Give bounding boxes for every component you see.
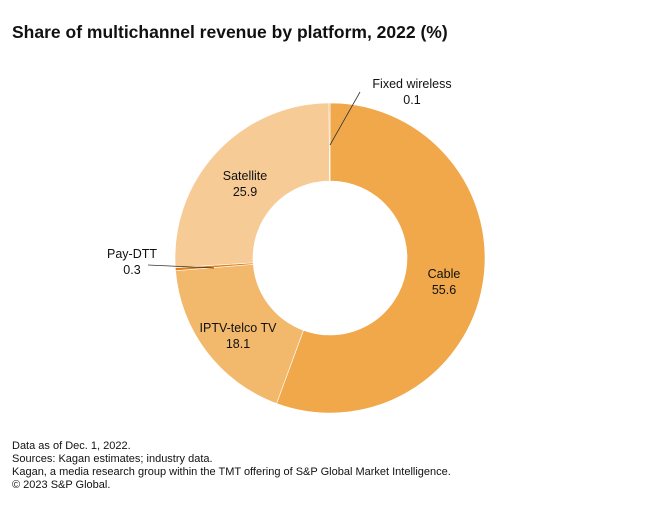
slice-satellite xyxy=(174,102,330,269)
slice-label-pay-dtt: Pay-DTT 0.3 xyxy=(107,247,157,277)
chart-footer: Data as of Dec. 1, 2022. Sources: Kagan … xyxy=(12,440,451,492)
copyright-note: © 2023 S&P Global. xyxy=(12,479,111,491)
slice-iptv-telco-tv xyxy=(175,263,304,404)
slice-label-iptv-telco-tv: IPTV-telco TV 18.1 xyxy=(200,321,278,351)
donut-slices xyxy=(174,102,486,414)
leader-line-pay-dtt xyxy=(147,264,215,269)
slice-value-iptv-telco-tv: 18.1 xyxy=(226,337,250,351)
slice-value-fixed-wireless: 0.1 xyxy=(403,93,420,107)
slice-name-fixed-wireless: Fixed wireless xyxy=(372,77,451,91)
slice-fixed-wireless xyxy=(328,102,331,182)
slice-name-iptv-telco-tv: IPTV-telco TV xyxy=(200,321,278,335)
leader-lines xyxy=(147,91,361,269)
slice-label-cable: Cable 55.6 xyxy=(428,267,461,297)
leader-line-fixed-wireless xyxy=(329,91,361,146)
slice-cable xyxy=(276,102,486,414)
slice-value-cable: 55.6 xyxy=(432,283,456,297)
slice-value-satellite: 25.9 xyxy=(233,185,257,199)
slice-label-satellite: Satellite 25.9 xyxy=(223,169,268,199)
slice-name-cable: Cable xyxy=(428,267,461,281)
slice-name-pay-dtt: Pay-DTT xyxy=(107,247,157,261)
slice-labels: Cable 55.6 IPTV-telco TV 18.1 Pay-DTT 0.3 Sate… xyxy=(107,77,460,351)
slice-label-fixed-wireless: Fixed wireless 0.1 xyxy=(372,77,451,107)
slice-value-pay-dtt: 0.3 xyxy=(123,263,140,277)
donut-chart: Cable 55.6 IPTV-telco TV 18.1 Pay-DTT 0.3 Sate… xyxy=(107,77,486,414)
sources-note: Sources: Kagan estimates; industry data. xyxy=(12,453,213,465)
kagan-note: Kagan, a media research group within the… xyxy=(12,466,451,478)
data-as-of-note: Data as of Dec. 1, 2022. xyxy=(12,440,131,452)
chart-title: Share of multichannel revenue by platfor… xyxy=(12,22,448,42)
slice-name-satellite: Satellite xyxy=(223,169,268,183)
